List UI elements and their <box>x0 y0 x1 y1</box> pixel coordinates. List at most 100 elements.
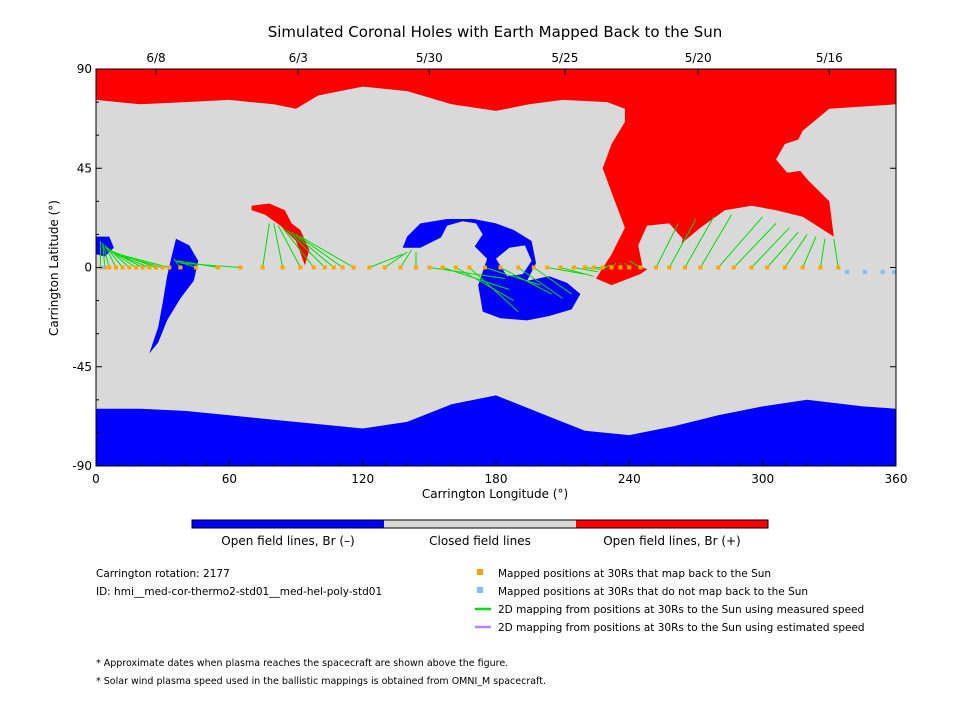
mapped-back-point <box>545 265 550 270</box>
date-tick-label: 6/3 <box>289 51 308 65</box>
not-mapped-back-point <box>880 269 885 274</box>
date-tick-label: 5/25 <box>551 51 578 65</box>
mapped-back-point <box>134 265 138 270</box>
date-tick-label: 5/20 <box>685 51 712 65</box>
mapping-line <box>384 251 408 268</box>
coronal-hole-open-positive-2 <box>251 203 310 266</box>
mapped-back-point <box>571 265 576 270</box>
x-tick-label: 240 <box>618 472 641 486</box>
mapping-line <box>517 267 563 299</box>
date-tick-label: 5/30 <box>416 51 443 65</box>
plot-area <box>96 69 896 466</box>
mapped-back-point <box>351 265 356 270</box>
mapped-back-point <box>467 265 472 270</box>
legend-label-4: 2D mapping from positions at 30Rs to the… <box>498 622 865 634</box>
closed-field-island-4 <box>776 139 810 173</box>
mapped-back-point <box>414 265 418 270</box>
mapped-back-point <box>582 265 587 270</box>
x-tick-label: 60 <box>222 472 237 486</box>
mapping-line <box>500 267 552 295</box>
mapping-line <box>286 229 326 268</box>
mapping-line <box>547 267 585 275</box>
mapped-back-point <box>154 265 158 270</box>
mapped-back-point <box>731 265 736 270</box>
mapped-back-point <box>627 265 632 270</box>
mapped-back-point <box>667 265 672 270</box>
mapped-back-point <box>765 265 770 270</box>
mapping-line <box>668 218 697 268</box>
mapped-back-point <box>102 265 107 270</box>
mapped-back-point <box>260 265 265 270</box>
mapped-back-point <box>800 265 805 270</box>
axes: 0 60 120 180 240 300 360 90 45 0 -45 -90 6/8 6/3 5/30 5… <box>72 51 907 486</box>
mapped-back-point <box>120 265 125 270</box>
mapped-back-point <box>516 265 521 270</box>
mapped-back-point <box>654 265 658 270</box>
mapped-back-point <box>818 265 823 270</box>
model-id-label: ID: hmi__med-cor-thermo2-std01__med-hel-… <box>96 586 382 598</box>
mapping-line <box>455 267 515 302</box>
mapped-back-point <box>698 265 703 270</box>
mapped-back-point <box>782 265 787 270</box>
mapped-back-point <box>618 265 623 270</box>
legend-marker-1 <box>477 569 483 575</box>
coronal-hole-open-negative-3 <box>96 395 896 466</box>
mapping-line <box>802 236 817 268</box>
not-mapped-back-point <box>845 269 850 274</box>
mapped-back-point <box>127 265 132 270</box>
mapped-back-point <box>609 265 614 270</box>
not-mapped-back-point <box>892 269 896 274</box>
mapped-back-point <box>216 265 221 270</box>
mapped-back-point <box>440 265 445 270</box>
mapped-back-point <box>194 265 198 270</box>
mapped-back-point <box>178 265 183 270</box>
mapped-back-point <box>498 265 503 270</box>
mapping-line <box>655 223 679 268</box>
mapping-line <box>104 245 124 268</box>
colorbar-frame <box>191 519 769 529</box>
colorbar: Open field lines, Br (–) Closed field li… <box>191 519 769 548</box>
x-axis-label: Carrington Longitude (°) <box>422 487 568 501</box>
mapped-back-point <box>280 265 285 270</box>
mapping-line <box>700 214 732 268</box>
mapping-line <box>102 243 106 268</box>
mapping-line <box>273 223 284 268</box>
mapped-back-point <box>167 265 172 270</box>
mapped-back-point <box>398 265 403 270</box>
x-tick-label: 180 <box>485 472 508 486</box>
mapped-back-point <box>311 265 316 270</box>
mapping-line <box>533 267 572 295</box>
mapped-back-point <box>600 265 605 270</box>
mapping-line <box>400 249 412 268</box>
mapping-line <box>833 238 839 268</box>
mapped-back-point <box>531 265 536 270</box>
mapped-back-point <box>107 265 112 270</box>
mapping-line <box>484 267 541 286</box>
mapping-line <box>115 253 163 268</box>
legend-marker-2 <box>477 587 483 593</box>
mapping-line <box>751 227 790 268</box>
mapped-back-point <box>454 265 458 270</box>
mapping-line <box>102 243 110 268</box>
mapping-line <box>175 260 197 268</box>
mapping-line <box>766 231 799 268</box>
mapped-back-point <box>558 265 563 270</box>
colorbar-closed <box>384 520 576 528</box>
not-mapped-back-point <box>100 265 105 270</box>
x-tick-label: 120 <box>351 472 374 486</box>
mapping-line <box>784 234 808 268</box>
mapped-back-point <box>331 265 336 270</box>
mapped-back-point <box>382 265 387 270</box>
mapped-back-point <box>749 265 754 270</box>
mapping-line <box>282 227 315 268</box>
colorbar-open-negative <box>192 520 384 528</box>
colorbar-label-open-negative: Open field lines, Br (–) <box>221 534 354 548</box>
legend-label-1: Mapped positions at 30Rs that map back t… <box>498 568 771 580</box>
colorbar-label-closed: Closed field lines <box>429 534 531 548</box>
closed-field-island-1 <box>440 221 483 250</box>
mapped-back-point <box>298 265 303 270</box>
mapping-line <box>295 234 343 268</box>
mapping-line <box>180 262 241 268</box>
mapped-back-point <box>238 265 243 270</box>
coronal-hole-open-negative-4 <box>149 238 199 354</box>
